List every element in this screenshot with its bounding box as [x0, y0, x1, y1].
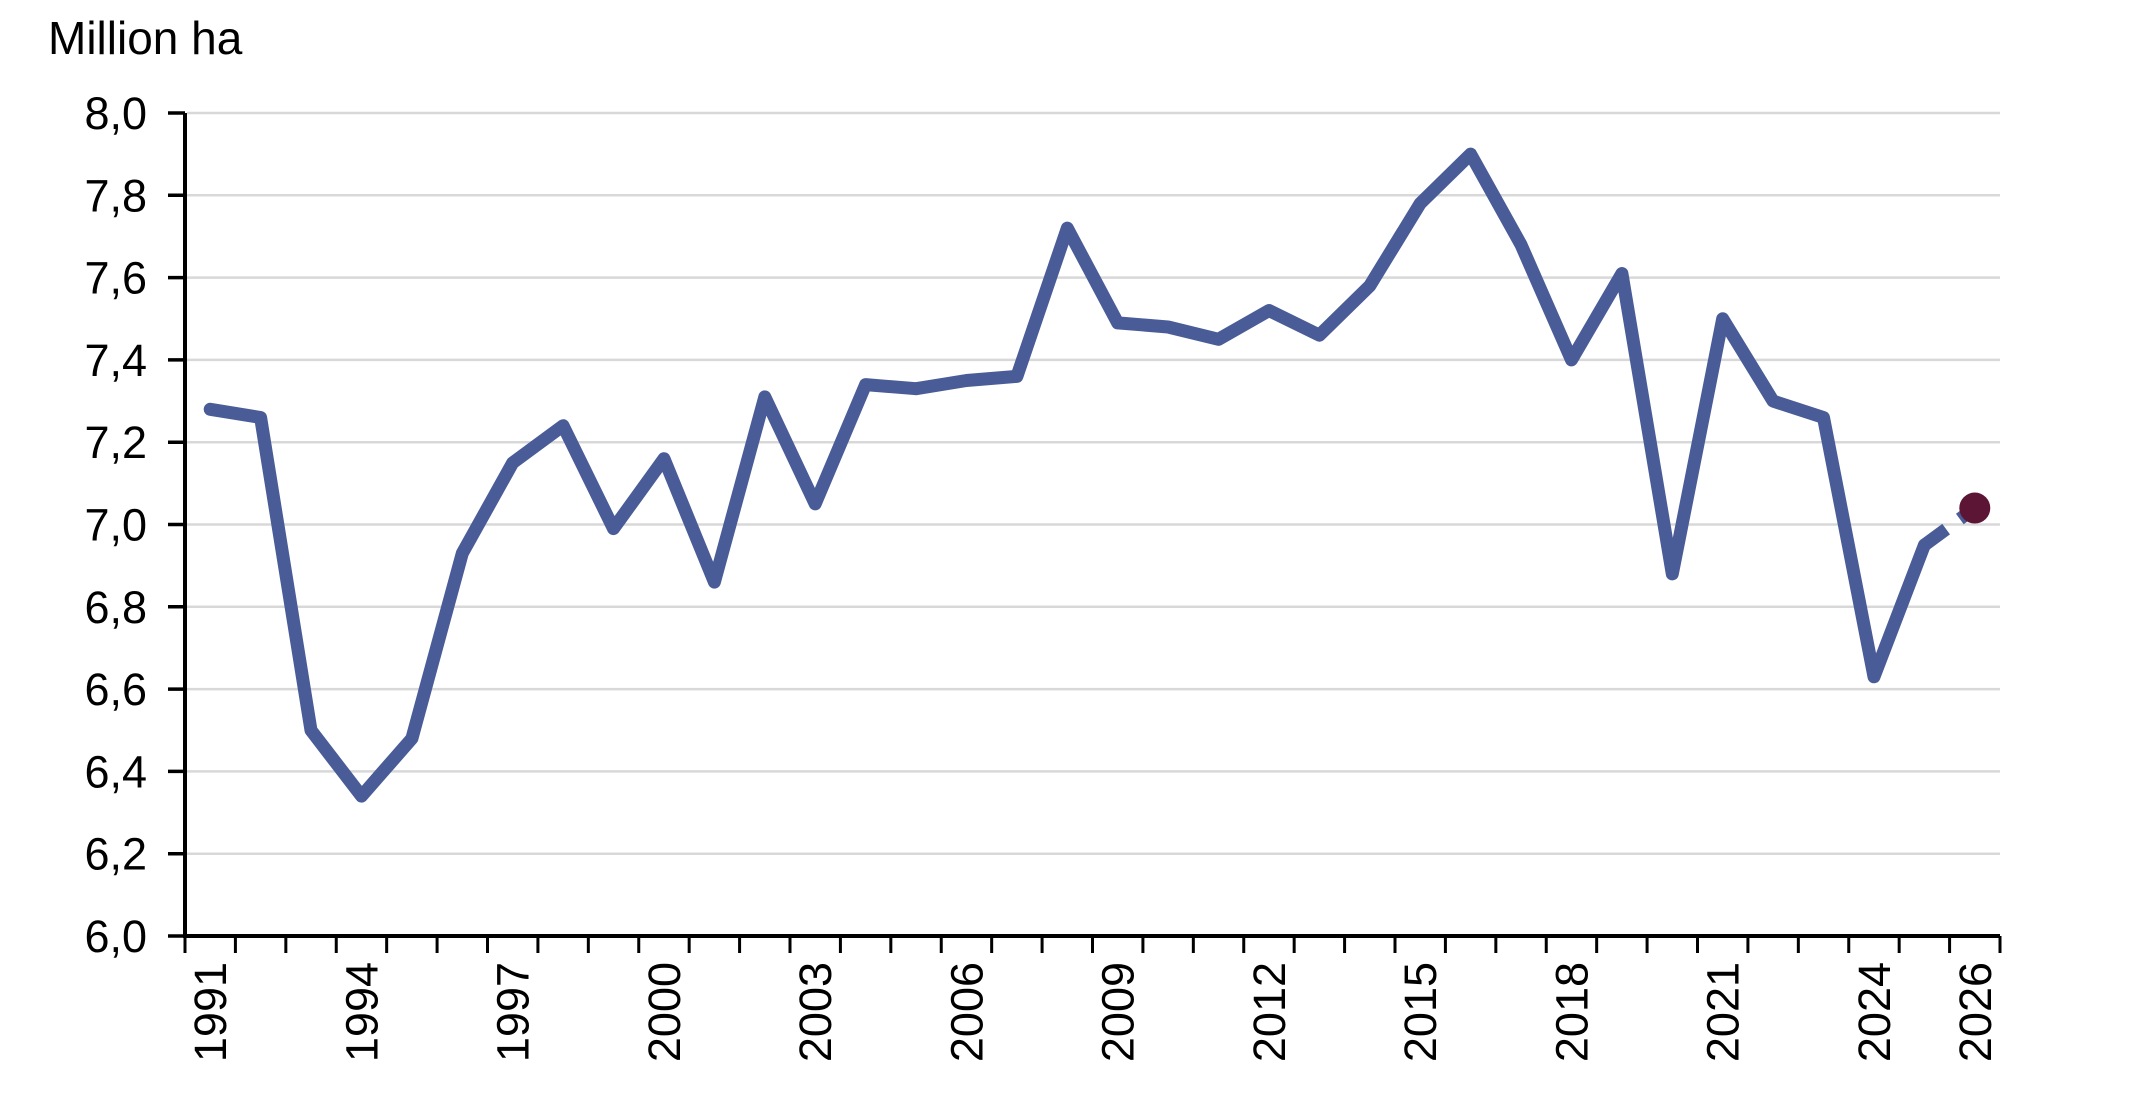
y-axis-ticks — [168, 111, 185, 938]
x-tick-label: 2006 — [941, 962, 992, 1062]
x-tick-label: 2015 — [1395, 962, 1446, 1062]
y-tick-label: 6,0 — [84, 911, 147, 962]
x-axis-labels: 1991 1994 1997 2000 2003 2006 2009 2012 2015 2018… — [185, 962, 2001, 1062]
y-tick-label: 7,2 — [84, 417, 147, 468]
x-tick-label: 1991 — [185, 962, 236, 1062]
x-tick-label: 1994 — [336, 962, 387, 1062]
y-tick-label: 8,0 — [84, 88, 147, 139]
x-tick-label: 2000 — [639, 962, 690, 1062]
x-tick-label-forecast: 2026 — [1950, 962, 2001, 1062]
series-line — [203, 147, 1931, 803]
x-tick-label: 2018 — [1546, 962, 1597, 1062]
y-tick-label: 6,4 — [84, 746, 147, 797]
x-tick-label: 1997 — [488, 962, 539, 1062]
y-tick-label: 7,8 — [84, 170, 147, 221]
data-series — [203, 147, 1991, 803]
y-tick-label: 7,0 — [84, 500, 147, 551]
x-tick-label: 2021 — [1698, 962, 1749, 1062]
gridlines — [187, 111, 2000, 855]
y-tick-label: 6,2 — [84, 829, 147, 880]
forecast-dot — [1959, 492, 1991, 524]
y-tick-label: 6,8 — [84, 582, 147, 633]
x-tick-label: 2012 — [1244, 962, 1295, 1062]
x-axis-ticks — [183, 936, 2002, 953]
chart-title: Million ha — [48, 12, 243, 64]
x-tick-label: 2024 — [1849, 962, 1900, 1062]
y-tick-label: 7,6 — [84, 253, 147, 304]
y-axis-labels: 6,0 6,2 6,4 6,6 6,8 7,0 7,2 7,4 7,6 7,8 8,0 — [84, 88, 147, 962]
y-tick-label: 7,4 — [84, 335, 147, 386]
x-tick-label: 2009 — [1093, 962, 1144, 1062]
y-tick-label: 6,6 — [84, 664, 147, 715]
x-tick-label: 2003 — [790, 962, 841, 1062]
